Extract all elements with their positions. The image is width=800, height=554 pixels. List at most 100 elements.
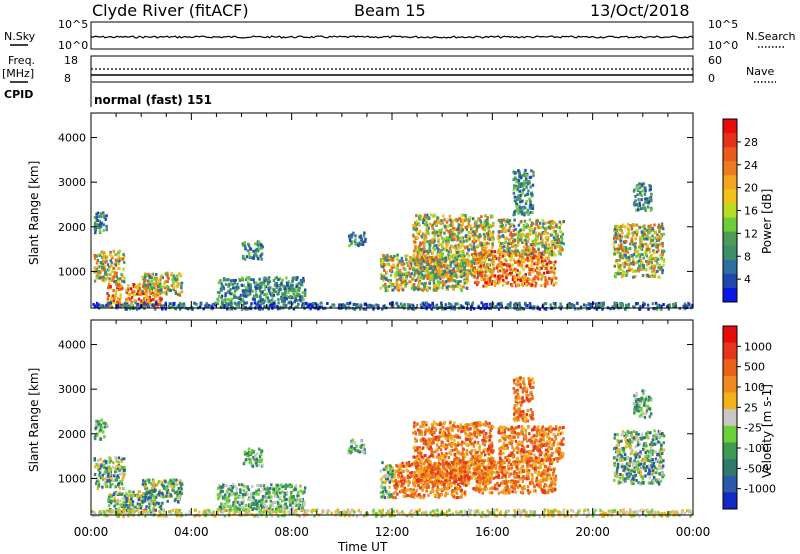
- data-cell: [627, 256, 630, 260]
- data-cell: [426, 229, 430, 233]
- data-cell: [544, 230, 547, 234]
- data-cell: [408, 280, 411, 284]
- data-cell: [461, 243, 464, 247]
- data-cell: [539, 234, 543, 238]
- data-cell: [118, 472, 122, 476]
- data-cell: [451, 226, 455, 230]
- data-cell: [281, 278, 284, 282]
- data-cell: [108, 279, 111, 283]
- data-cell: [543, 227, 546, 230]
- data-cell: [651, 244, 654, 248]
- data-cell: [567, 304, 571, 308]
- data-cell: [111, 482, 114, 486]
- data-cell: [99, 466, 102, 470]
- data-cell: [646, 273, 649, 277]
- data-cell: [544, 241, 548, 245]
- data-cell: [251, 484, 254, 488]
- data-cell: [529, 227, 533, 231]
- data-cell: [95, 479, 99, 483]
- data-cell: [649, 274, 652, 278]
- data-cell: [427, 262, 430, 266]
- data-cell: [125, 303, 129, 307]
- data-cell: [263, 293, 266, 297]
- data-cell: [531, 204, 535, 208]
- data-cell: [109, 485, 112, 489]
- data-cell: [523, 241, 526, 245]
- data-cell: [447, 278, 450, 282]
- data-cell: [235, 295, 238, 299]
- data-cell: [172, 286, 175, 289]
- data-cell: [506, 249, 509, 253]
- data-cell: [624, 303, 628, 307]
- data-cell: [651, 226, 654, 230]
- data-cell: [102, 421, 105, 425]
- data-cell: [480, 277, 483, 281]
- data-cell: [636, 260, 639, 264]
- data-cell: [130, 497, 133, 501]
- data-cell: [541, 219, 545, 223]
- data-cell: [436, 270, 439, 273]
- data-cell: [440, 248, 443, 252]
- data-cell: [477, 273, 480, 277]
- data-cell: [528, 176, 531, 180]
- data-cell: [510, 255, 513, 259]
- data-cell: [461, 272, 465, 275]
- data-cell: [311, 302, 315, 305]
- data-cell: [440, 229, 443, 233]
- nsky-trace: [90, 35, 694, 39]
- data-cell: [419, 270, 422, 274]
- data-cell: [99, 476, 103, 480]
- data-cell: [522, 205, 525, 209]
- data-cell: [133, 290, 136, 294]
- data-cell: [121, 457, 124, 461]
- data-cell: [500, 265, 504, 269]
- data-cell: [656, 243, 659, 247]
- data-cell: [648, 227, 651, 231]
- data-cell: [457, 231, 460, 235]
- data-cell: [241, 278, 244, 282]
- data-cell: [493, 274, 497, 278]
- data-cell: [301, 279, 305, 283]
- data-cell: [468, 235, 471, 238]
- data-cell: [452, 287, 455, 291]
- data-cell: [659, 267, 662, 271]
- data-cell: [617, 272, 620, 276]
- data-cell: [488, 280, 492, 284]
- data-cell: [106, 479, 109, 483]
- data-cell: [517, 181, 521, 185]
- data-cell: [97, 468, 100, 472]
- data-cell: [667, 307, 671, 311]
- data-cell: [100, 418, 103, 422]
- data-cell: [440, 236, 444, 240]
- data-cell: [472, 307, 476, 311]
- data-cell: [531, 283, 534, 287]
- data-cell: [540, 242, 543, 246]
- data-cell: [411, 303, 415, 307]
- data-cell: [514, 249, 517, 253]
- data-cell: [491, 263, 495, 267]
- data-cell: [307, 304, 310, 308]
- data-cell: [648, 247, 652, 251]
- data-cell: [613, 234, 616, 238]
- data-cell: [164, 307, 167, 311]
- data-cell: [273, 288, 276, 292]
- data-cell: [479, 264, 482, 268]
- data-cell: [535, 261, 538, 265]
- colorbar-swatch: [723, 133, 737, 148]
- data-cell: [98, 419, 101, 423]
- data-cell: [429, 263, 433, 267]
- data-cell: [532, 248, 536, 251]
- data-cell: [153, 498, 156, 502]
- data-cell: [166, 275, 169, 279]
- data-cell: [516, 307, 520, 311]
- data-cell: [484, 284, 487, 288]
- data-cell: [453, 232, 456, 236]
- data-cell: [461, 249, 465, 253]
- data-cell: [409, 262, 413, 266]
- data-cell: [632, 260, 635, 264]
- data-cell: [544, 279, 547, 282]
- data-cell: [656, 303, 659, 307]
- data-cell: [467, 247, 470, 251]
- data-cell: [531, 307, 535, 311]
